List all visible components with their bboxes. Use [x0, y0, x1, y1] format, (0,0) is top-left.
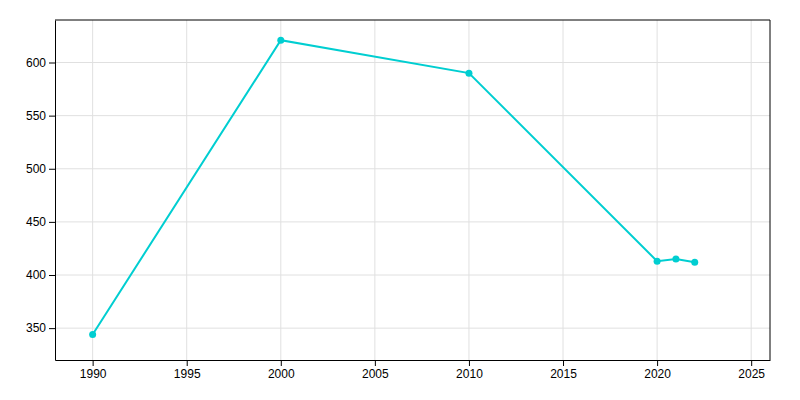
- tick-mark: [375, 360, 376, 366]
- plot-area: 1990 1995 2000 2005 2010 2015 2020 2025 350 400 45…: [26, 20, 771, 381]
- tick-mark: [49, 328, 55, 329]
- tick: 600: [26, 56, 55, 70]
- grid-line: [92, 20, 93, 360]
- tick: 350: [26, 321, 55, 335]
- point: [691, 259, 698, 266]
- grid-line: [55, 275, 770, 276]
- grid-line: [657, 20, 658, 360]
- tick: 1995: [174, 360, 201, 381]
- tick-label: 600: [26, 56, 46, 70]
- grid-line: [374, 20, 375, 360]
- axis-line: [55, 21, 56, 361]
- grid-line: [186, 20, 187, 360]
- tick-mark: [93, 360, 94, 366]
- tick: 2015: [550, 360, 577, 381]
- tick-label: 2000: [268, 367, 295, 381]
- tick-label: 2010: [456, 367, 483, 381]
- tick: 2000: [268, 360, 295, 381]
- frame: [55, 20, 770, 360]
- frame-line: [770, 20, 771, 360]
- x-axis: 1990 1995 2000 2005 2010 2015 2020 2025: [56, 360, 771, 381]
- grid-line: [55, 221, 770, 222]
- grid: [55, 20, 770, 360]
- tick-mark: [49, 169, 55, 170]
- grid-line: [563, 20, 564, 360]
- y-axis: 350 400 450 500 550 600: [26, 21, 56, 361]
- grid-line: [55, 115, 770, 116]
- frame-line: [55, 20, 770, 21]
- grid-line: [55, 168, 770, 169]
- tick-label: 450: [26, 215, 46, 229]
- grid-line: [280, 20, 281, 360]
- tick-label: 2025: [738, 367, 765, 381]
- tick-label: 400: [26, 268, 46, 282]
- tick-label: 2005: [362, 367, 389, 381]
- tick-mark: [469, 360, 470, 366]
- line: [93, 40, 695, 334]
- axis-line: [56, 360, 771, 361]
- tick-label: 1995: [174, 367, 201, 381]
- point: [654, 258, 661, 265]
- point: [277, 37, 284, 44]
- grid-line: [55, 328, 770, 329]
- tick: 450: [26, 215, 55, 229]
- tick-mark: [281, 360, 282, 366]
- tick-mark: [49, 116, 55, 117]
- tick-label: 350: [26, 321, 46, 335]
- grid-line: [751, 20, 752, 360]
- tick: 2025: [738, 360, 765, 381]
- tick-mark: [657, 360, 658, 366]
- tick-label: 550: [26, 109, 46, 123]
- series: [89, 37, 698, 338]
- tick-mark: [563, 360, 564, 366]
- tick: 400: [26, 268, 55, 282]
- point: [89, 331, 96, 338]
- tick: 1990: [80, 360, 107, 381]
- tick-label: 2020: [644, 367, 671, 381]
- tick-mark: [751, 360, 752, 366]
- tick-mark: [187, 360, 188, 366]
- chart: 1990 1995 2000 2005 2010 2015 2020 2025 350 400 45…: [0, 0, 800, 400]
- tick-mark: [49, 222, 55, 223]
- tick: 2005: [362, 360, 389, 381]
- tick-label: 2015: [550, 367, 577, 381]
- tick-mark: [49, 63, 55, 64]
- tick: 500: [26, 162, 55, 176]
- point: [465, 70, 472, 77]
- tick-mark: [49, 275, 55, 276]
- tick: 2010: [456, 360, 483, 381]
- tick: 550: [26, 109, 55, 123]
- tick-label: 1990: [80, 367, 107, 381]
- tick: 2020: [644, 360, 671, 381]
- point: [672, 256, 679, 263]
- tick-label: 500: [26, 162, 46, 176]
